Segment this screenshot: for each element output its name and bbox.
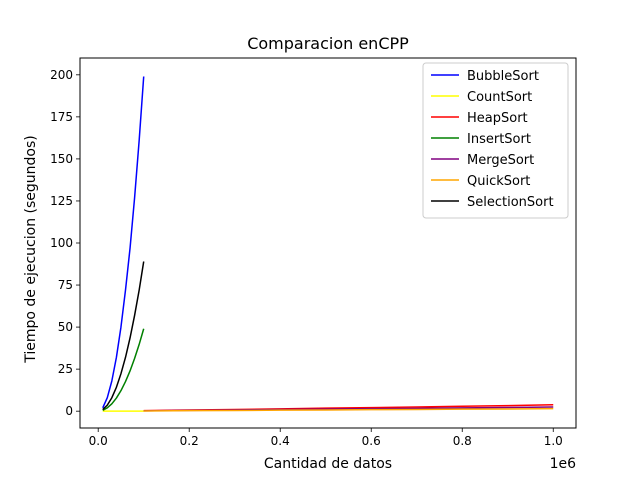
legend-label: MergeSort [467,153,534,168]
y-tick-label: 200 [50,68,73,82]
y-tick-label: 0 [65,404,73,418]
y-tick-label: 100 [50,236,73,250]
x-axis-offset-label: 1e6 [550,456,577,472]
y-tick-label: 125 [50,194,73,208]
x-tick-label: 0.2 [180,434,199,448]
y-tick-label: 50 [58,320,73,334]
x-tick-label: 1.0 [544,434,563,448]
y-tick-label: 175 [50,110,73,124]
legend-label: CountSort [467,90,532,105]
y-tick-label: 150 [50,152,73,166]
x-tick-label: 0.6 [362,434,381,448]
legend-label: HeapSort [467,111,528,126]
legend-label: BubbleSort [467,69,539,84]
y-axis-label: Tiempo de ejecucion (segundos) [23,135,39,364]
plot-area [102,76,554,412]
x-axis: 0.0 0.2 0.4 0.6 0.8 1.0 [89,428,563,448]
series-line-bubblesort [102,76,145,409]
series-line-insertsort [102,328,145,411]
y-axis: 0 25 50 75 100 125 150 175 200 [50,68,80,418]
legend-label: QuickSort [467,174,530,189]
legend-box [422,62,569,219]
legend-label: InsertSort [467,132,531,147]
chart-title: Comparacion enCPP [247,34,409,53]
y-tick-label: 25 [58,362,73,376]
y-tick-label: 75 [58,278,73,292]
x-tick-label: 0.0 [89,434,108,448]
plot-frame [79,57,577,429]
series-line-selectionsort [102,261,145,411]
series-line-quicksort [143,407,554,412]
legend-label: SelectionSort [467,195,554,210]
legend: BubbleSort CountSort HeapSort InsertSort Mer… [422,62,569,219]
x-tick-label: 0.8 [453,434,472,448]
x-tick-label: 0.4 [271,434,290,448]
x-axis-label: Cantidad de datos [264,456,392,472]
